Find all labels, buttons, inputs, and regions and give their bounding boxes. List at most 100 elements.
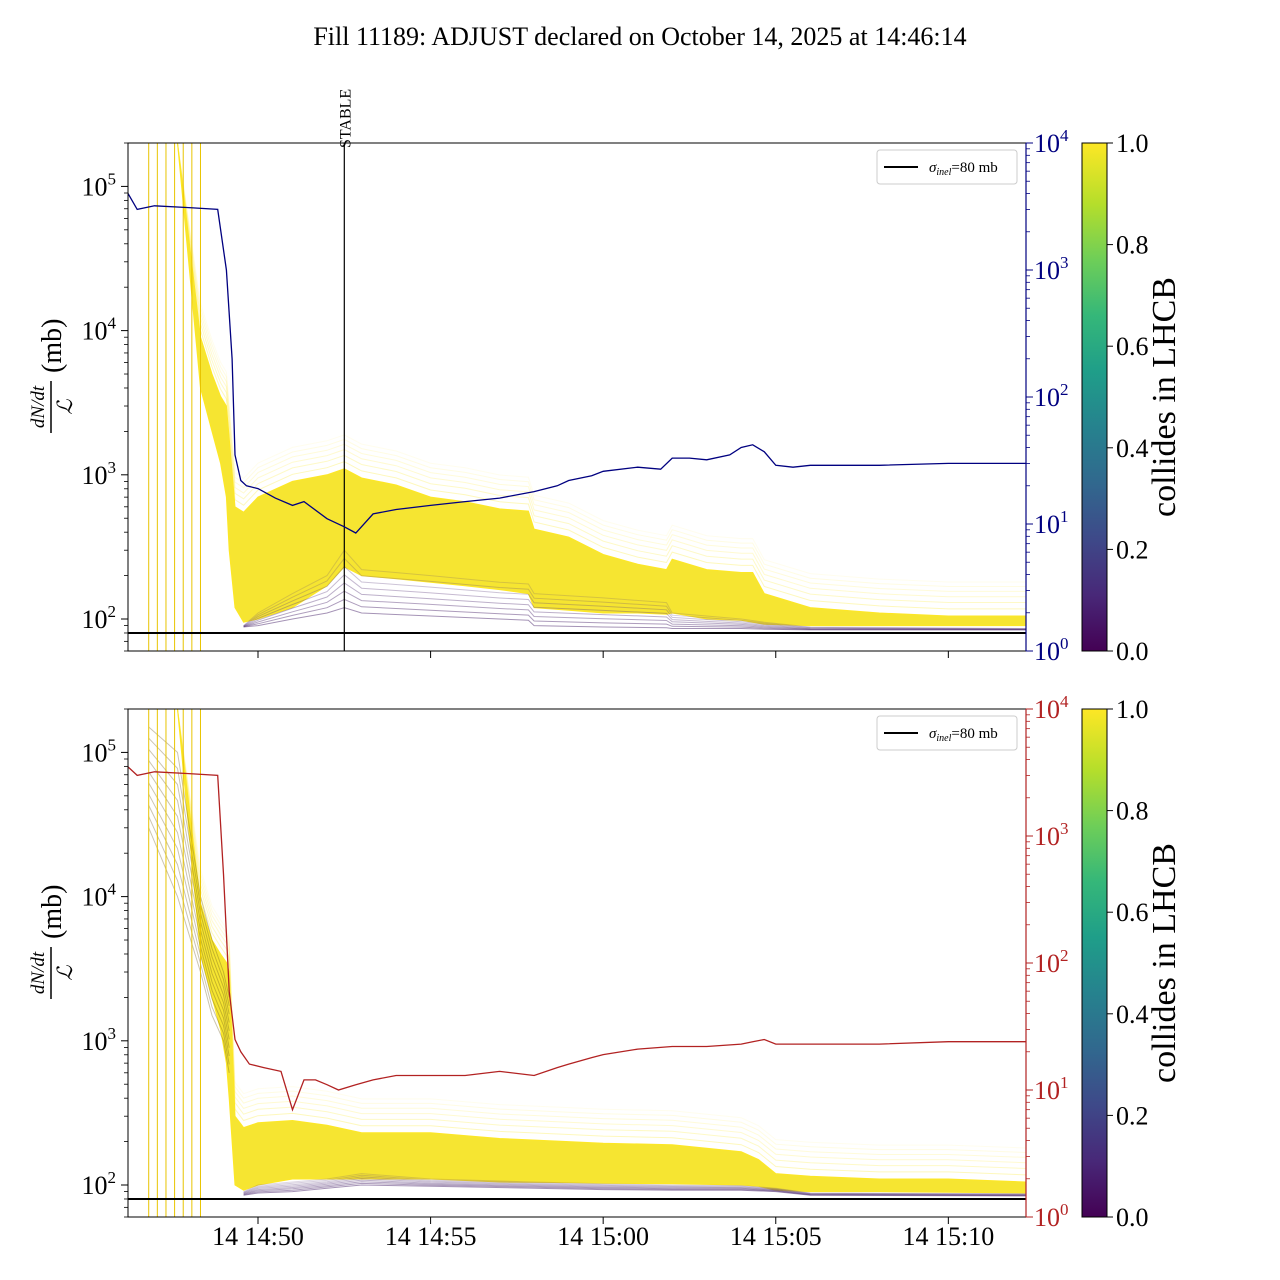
bottom-left-axis: 102 103 104 105 [82, 708, 128, 1218]
bot-colorbar-tick-label: 0.8 [1116, 797, 1149, 826]
bot-envelope-band [128, 709, 1026, 1194]
bot-purple-series-line [243, 1182, 1026, 1197]
bot-y-tick-label: 103 [82, 1024, 117, 1056]
top-purple-layer [243, 549, 1026, 631]
bot-dark-series-line [148, 827, 230, 1073]
bot-x-tick-label: 14 15:05 [730, 1222, 822, 1251]
top-colorbar-gradient [1081, 142, 1108, 652]
bottom-colorbar-label: collides in LHCB [1146, 843, 1183, 1083]
top-envelope-halo-line [128, 143, 1026, 592]
bot-x-tick-label: 14 15:10 [902, 1222, 994, 1251]
top-legend-rest: =80 mb [951, 160, 997, 176]
bot-colorbar-tick-label: 1.0 [1116, 695, 1149, 724]
top-envelope-halo-line [128, 143, 1026, 583]
top-y-axis-label: dN/dt ℒ (mb) [28, 319, 77, 433]
bot-y-tick-label: 102 [82, 1168, 117, 1200]
top-purple-series-line [243, 590, 1026, 630]
bot-envelope-halo-line [128, 709, 1026, 1169]
top-colorbar-tick-label: 0.4 [1116, 434, 1149, 463]
top-y-tick-label: 105 [82, 169, 117, 201]
top-right-tick-label: 102 [1034, 380, 1069, 412]
top-ylabel-unit: (mb) [37, 319, 68, 373]
bot-purple-series-line [243, 1176, 1026, 1195]
bottom-secondary-series-line [128, 766, 1026, 1112]
top-colorbar-tick-label: 0.2 [1116, 535, 1149, 564]
top-right-tick-label: 101 [1034, 507, 1069, 539]
top-purple-series-line [243, 607, 1026, 631]
top-right-tick-label: 104 [1034, 126, 1069, 158]
top-ylabel-denominator: ℒ [53, 399, 77, 415]
bottom-colorbar: 0.0 0.2 0.4 0.6 0.8 1.0 collides in LHCB [1081, 695, 1183, 1232]
top-envelope-halo-line [128, 143, 1026, 603]
bot-purple-series-line [243, 1174, 1026, 1195]
bottom-dark-layer [148, 726, 230, 1073]
bot-dark-series-line [148, 771, 230, 1031]
bot-y-tick-label: 104 [82, 880, 117, 912]
bot-dark-series-line [148, 793, 230, 1048]
bot-purple-series-line [243, 1177, 1026, 1196]
bot-purple-series-line [243, 1179, 1026, 1196]
top-x-axis [257, 651, 949, 658]
bot-dark-series-line [148, 816, 230, 1065]
bottom-right-axis: 100 101 102 103 104 [1025, 692, 1069, 1232]
bot-envelope-halo-line [128, 709, 1026, 1164]
top-envelope-halo-line [128, 143, 1026, 587]
top-purple-series-line [243, 574, 1026, 630]
top-purple-series-line [243, 565, 1026, 630]
bot-dark-series-line [148, 737, 230, 1006]
bot-right-tick-label: 102 [1034, 946, 1069, 978]
bottom-legend-box [876, 715, 1018, 751]
top-legend-box [876, 149, 1018, 185]
top-legend-label: σinel=80 mb [929, 160, 998, 178]
top-y-tick-label: 104 [82, 314, 117, 346]
top-y-tick-label: 103 [82, 458, 117, 490]
bottom-spikes-layer [148, 709, 201, 1217]
top-purple-series-line [243, 557, 1026, 630]
bot-y-tick-label: 105 [82, 735, 117, 767]
top-colorbar-tick-label: 1.0 [1116, 129, 1149, 158]
bottom-legend: σinel=80 mb [876, 715, 1018, 751]
top-panel: STABLE 102 103 104 105 100 101 102 103 104 dN/d… [28, 89, 1183, 666]
bottom-legend-rest: =80 mb [951, 726, 997, 742]
bottom-colorbar-gradient [1081, 708, 1108, 1218]
top-spikes-layer [148, 143, 201, 651]
bot-colorbar-tick-label: 0.4 [1116, 1000, 1149, 1029]
bot-dark-series-line [148, 782, 230, 1040]
bot-colorbar-tick-label: 0.0 [1116, 1203, 1149, 1232]
top-purple-series-line [243, 582, 1026, 630]
bottom-ylabel-numerator: dN/dt [28, 951, 49, 994]
top-colorbar-tick-label: 0.8 [1116, 231, 1149, 260]
top-ylabel-numerator: dN/dt [28, 385, 49, 428]
bot-x-tick-label: 14 15:00 [557, 1222, 649, 1251]
bot-right-tick-label: 104 [1034, 692, 1069, 724]
top-secondary-series-line [128, 193, 1026, 534]
top-right-axis: 100 101 102 103 104 [1025, 126, 1069, 666]
bot-dark-series-line [148, 760, 230, 1023]
bot-purple-series-line [243, 1181, 1026, 1196]
bot-envelope-halo-line [128, 709, 1026, 1153]
top-colorbar-label: collides in LHCB [1146, 277, 1183, 517]
bottom-legend-label: σinel=80 mb [929, 726, 998, 744]
bot-envelope-halo-line [128, 709, 1026, 1149]
top-envelope-band [128, 143, 1026, 627]
bot-colorbar-tick-label: 0.2 [1116, 1101, 1149, 1130]
bottom-purple-layer [243, 1173, 1026, 1197]
top-colorbar: 0.0 0.2 0.4 0.6 0.8 1.0 collides in LHCB [1081, 129, 1183, 666]
bot-envelope-halo-line [128, 709, 1026, 1158]
top-y-tick-label: 102 [82, 602, 117, 634]
top-legend: σinel=80 mb [876, 149, 1018, 185]
bot-x-tick-label: 14 14:50 [212, 1222, 304, 1251]
bot-dark-series-line [148, 749, 230, 1015]
top-envelope-halo-line [128, 143, 1026, 610]
top-right-tick-label: 103 [1034, 253, 1069, 285]
bot-dark-series-line [148, 726, 230, 998]
bot-x-tick-label: 14 14:55 [385, 1222, 477, 1251]
bot-right-tick-label: 103 [1034, 819, 1069, 851]
top-legend-symbol: σ [929, 160, 937, 176]
bottom-y-axis-label: dN/dt ℒ (mb) [28, 885, 77, 999]
top-envelope-halo-line [128, 143, 1026, 598]
bottom-colorbar-ticks: 0.0 0.2 0.4 0.6 0.8 1.0 [1107, 695, 1149, 1232]
bot-right-tick-label: 101 [1034, 1073, 1069, 1105]
